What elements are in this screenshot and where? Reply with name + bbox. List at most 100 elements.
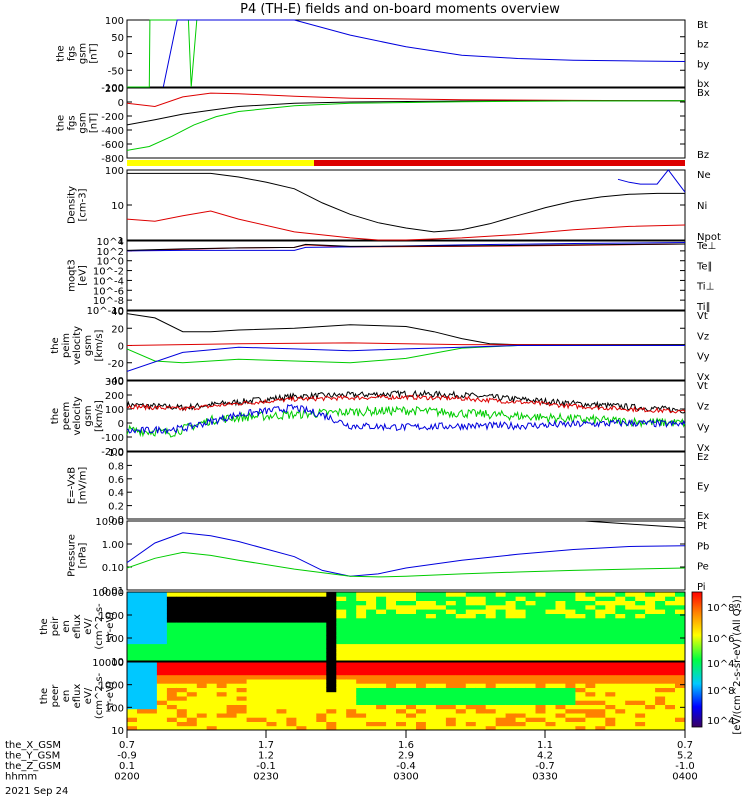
spectrogram-cell: [406, 609, 417, 614]
spectrogram-cell: [127, 622, 138, 627]
spectrogram-cell: [655, 717, 666, 722]
spectrogram-cell: [595, 635, 606, 640]
series-Pt: [584, 520, 686, 529]
spectrogram: [127, 592, 686, 662]
series-Bt: [126, 100, 685, 126]
spectrogram-cell: [316, 713, 327, 718]
spectrogram-cell: [346, 639, 357, 645]
spectrogram-cell: [386, 600, 397, 606]
spectrogram-cell: [416, 643, 427, 649]
spectrogram-cell: [425, 604, 437, 610]
spectrogram-cell: [535, 696, 546, 701]
spectrogram-cell: [146, 691, 158, 697]
spectrogram-cell: [515, 725, 526, 731]
spectrogram-cell: [186, 604, 198, 610]
spectrogram-cell: [396, 635, 407, 640]
spectrogram-cell: [645, 630, 656, 636]
spectrogram-cell: [326, 617, 337, 623]
spectrogram-cell: [555, 666, 566, 671]
spectrogram-cell: [176, 662, 188, 667]
spectrogram-cell: [156, 604, 168, 610]
spectrogram-cell: [635, 696, 646, 701]
spectrogram-cell: [256, 725, 267, 731]
spectrogram-cell: [196, 643, 208, 649]
spectrogram-cell: [565, 662, 576, 667]
spectrogram-cell: [615, 708, 626, 714]
ephemeris-value: 0300: [393, 772, 418, 783]
spectrogram-cell: [186, 674, 198, 680]
spectrogram-cell: [236, 617, 247, 623]
spectrogram-cell: [485, 708, 497, 714]
spectrogram-cell: [236, 630, 247, 636]
spectrogram-cell: [296, 639, 307, 645]
series-bx: [162, 19, 686, 88]
spectrogram-cell: [475, 652, 487, 658]
y-axis-label-line: fgs: [67, 115, 78, 130]
spectrogram-cell: [137, 604, 148, 610]
spectrogram-cell: [495, 691, 507, 697]
y-axis-label-line: the: [39, 618, 50, 634]
spectrogram-cell: [166, 687, 178, 693]
spectrogram-cell: [266, 687, 277, 693]
spectrogram-cell: [146, 674, 158, 680]
spectrogram-cell: [665, 666, 676, 671]
spectrogram-cell: [137, 613, 148, 619]
series-Vz: [126, 342, 686, 346]
spectrogram-cell: [316, 592, 327, 597]
spectrogram-cell: [286, 617, 297, 623]
spectrogram-cell: [605, 683, 616, 688]
spectrogram-cell: [386, 670, 397, 676]
spectrogram-cell: [206, 626, 218, 632]
y-tick-label: -200: [101, 112, 124, 123]
spectrogram-cell: [465, 617, 477, 623]
spectrogram-cell: [246, 643, 257, 649]
spectrogram-cell: [485, 670, 497, 676]
spectrogram-cell: [475, 696, 487, 701]
spectrogram-cell: [396, 717, 407, 722]
spectrogram-cell: [376, 725, 387, 731]
spectrogram-cell: [176, 674, 188, 680]
spectrogram-cell: [166, 648, 178, 653]
spectrogram-cell: [176, 687, 188, 693]
legend-entry: Pe: [697, 562, 709, 573]
spectrogram-cell: [495, 648, 507, 653]
spectrogram-cell: [675, 652, 686, 658]
spectrogram-cell: [306, 700, 317, 705]
spectrogram-cell: [276, 648, 287, 653]
spectrogram-cell: [455, 635, 467, 640]
spectrogram-cell: [545, 725, 556, 731]
spectrogram-cell: [675, 696, 686, 701]
spectrogram-cell: [505, 679, 516, 684]
spectrogram-cell: [495, 713, 507, 718]
spectrogram-cell: [575, 622, 586, 627]
spectrogram-cell: [455, 604, 467, 610]
spectrogram-cell: [445, 704, 457, 710]
spectrogram-cell: [296, 596, 307, 601]
spectrogram-cell: [425, 683, 437, 688]
spectrogram-cell: [555, 622, 566, 627]
spectrogram-cell: [336, 626, 347, 632]
spectrogram-cell: [266, 600, 277, 606]
spectrogram-cell: [425, 609, 437, 614]
spectrogram-cell: [495, 674, 507, 680]
spectrogram-cell: [665, 721, 676, 727]
spectrogram-cell: [316, 670, 327, 676]
spectrogram-cell: [137, 704, 148, 710]
spectrogram-cell: [396, 708, 407, 714]
spectrogram-cell: [396, 639, 407, 645]
spectrogram-cell: [445, 656, 457, 662]
spectrogram-cell: [425, 670, 437, 676]
spectrogram-cell: [286, 626, 297, 632]
ephemeris-value: 0.1: [119, 761, 135, 772]
spectrogram-cell: [356, 691, 367, 697]
spectrogram-cell: [535, 592, 546, 597]
spectrogram-cell: [515, 617, 526, 623]
spectrogram-cell: [246, 708, 257, 714]
spectrogram-cell: [306, 725, 317, 731]
y-tick-label: 1000: [99, 681, 124, 692]
spectrogram-cell: [585, 683, 596, 688]
spectrogram-cell: [236, 643, 247, 649]
legend-entry: Ti∥: [696, 302, 711, 313]
spectrogram-cell: [276, 617, 287, 623]
spectrogram-cell: [615, 596, 626, 601]
